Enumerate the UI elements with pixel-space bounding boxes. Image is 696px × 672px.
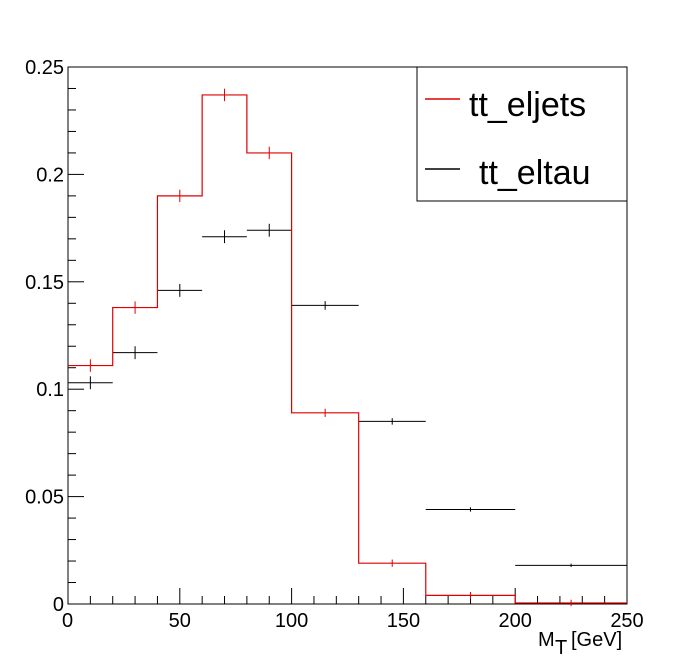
y-tick-label: 0.25	[25, 57, 64, 79]
x-tick-label: 250	[610, 610, 643, 632]
legend-label-eltau: tt_eltau	[479, 154, 591, 192]
series-eljets	[68, 88, 627, 607]
x-axis-title-unit: [GeV]	[571, 629, 622, 651]
axis-ticks	[67, 66, 628, 605]
x-tick-label: 50	[169, 610, 191, 632]
x-tick-label: 100	[275, 610, 308, 632]
x-tick-label: 150	[387, 610, 420, 632]
legend-box	[416, 66, 628, 202]
x-axis-title-main: M	[538, 629, 555, 651]
legend-label-eljets: tt_eljets	[469, 86, 586, 124]
series-eltau	[68, 223, 627, 568]
y-tick-label: 0.1	[36, 379, 64, 401]
series-layer	[68, 88, 627, 607]
x-tick-label: 200	[499, 610, 532, 632]
y-tick-label: 0	[53, 594, 64, 616]
tick-labels: 0 0.05 0.1 0.15 0.2 0.25 0 50 100 150 200 250	[25, 57, 644, 632]
y-tick-label: 0.05	[25, 487, 64, 509]
y-tick-label: 0.2	[36, 164, 64, 186]
x-axis-title-sub: T	[555, 637, 567, 659]
legend: tt_eljets tt_eltau	[416, 66, 628, 202]
x-axis-title: M T [GeV]	[538, 629, 622, 659]
x-tick-label: 0	[62, 610, 73, 632]
y-tick-label: 0.15	[25, 272, 64, 294]
plot-frame	[67, 66, 628, 605]
